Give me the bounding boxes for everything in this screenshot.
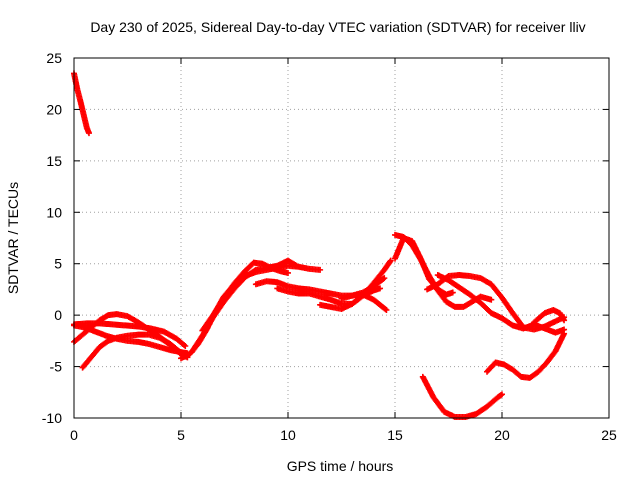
axis-ticks: 0 5 10 15 20 25 -10 -5 0 5 10 15 20 25 xyxy=(42,50,617,443)
series-arc14 xyxy=(392,231,495,310)
data-point xyxy=(499,391,505,398)
x-tick-label: 10 xyxy=(280,427,296,443)
data-point xyxy=(386,258,393,265)
y-tick-label: -10 xyxy=(42,410,62,426)
data-points xyxy=(71,70,568,420)
y-tick-label: 0 xyxy=(54,307,62,323)
plot-frame xyxy=(73,57,610,419)
data-point xyxy=(317,266,324,273)
data-point xyxy=(377,285,384,292)
y-tick-label: 25 xyxy=(46,50,62,66)
series-arc19 xyxy=(484,330,568,381)
series-arc16 xyxy=(434,272,568,336)
x-tick-label: 20 xyxy=(494,427,510,443)
y-tick-label: -5 xyxy=(50,359,63,375)
data-point xyxy=(85,130,92,137)
y-tick-label: 20 xyxy=(46,101,62,117)
data-point xyxy=(449,289,456,296)
data-point xyxy=(382,306,389,313)
data-point xyxy=(381,275,388,282)
data-point xyxy=(383,307,390,313)
x-tick-label: 15 xyxy=(387,427,403,443)
data-point xyxy=(561,317,568,324)
data-point xyxy=(561,330,568,337)
series-arc18 xyxy=(419,373,505,420)
y-tick-label: 10 xyxy=(46,204,62,220)
data-point xyxy=(488,296,495,303)
x-axis-label: GPS time / hours xyxy=(287,458,394,474)
chart-title: Day 230 of 2025, Sidereal Day-to-day VTE… xyxy=(90,19,585,35)
series-arc7 xyxy=(188,257,300,356)
y-tick-label: 15 xyxy=(46,153,62,169)
data-point xyxy=(285,269,291,276)
series-arc12 xyxy=(338,291,390,313)
x-tick-label: 5 xyxy=(177,427,185,443)
x-tick-label: 25 xyxy=(601,427,617,443)
data-point xyxy=(387,257,394,264)
series-arc17 xyxy=(531,307,568,326)
y-tick-label: 5 xyxy=(54,256,62,272)
series-arc5 xyxy=(71,320,189,349)
data-point xyxy=(182,343,189,349)
series-arc10 xyxy=(274,257,394,307)
series-arc15 xyxy=(424,272,568,333)
y-axis-label: SDTVAR / TECUs xyxy=(5,182,21,294)
series-arc8 xyxy=(199,259,291,334)
data-point xyxy=(293,262,300,269)
data-point xyxy=(380,276,387,283)
x-tick-label: 0 xyxy=(70,427,78,443)
